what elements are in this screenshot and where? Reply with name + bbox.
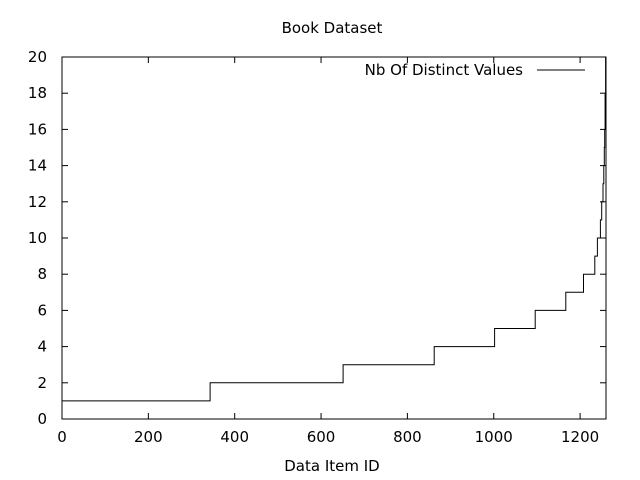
x-tick-label: 1200	[561, 428, 599, 446]
y-tick-label: 12	[28, 193, 47, 211]
y-tick-label: 0	[37, 410, 47, 428]
x-tick-labels: 0 200 400 600 800 1000 1200	[57, 428, 599, 446]
x-tick-label: 200	[134, 428, 163, 446]
axis-ticks	[61, 56, 606, 420]
chart-title: Book Dataset	[282, 19, 383, 37]
legend: Nb Of Distinct Values	[365, 61, 585, 79]
plot-border	[61, 56, 607, 420]
x-tick-label: 0	[57, 428, 67, 446]
series-line	[62, 56, 607, 402]
y-tick-label: 4	[37, 338, 47, 356]
y-tick-label: 2	[37, 374, 47, 392]
y-tick-label: 20	[28, 48, 47, 66]
y-tick-label: 14	[28, 157, 47, 175]
y-tick-label: 18	[28, 84, 47, 102]
x-tick-label: 600	[307, 428, 336, 446]
legend-label: Nb Of Distinct Values	[365, 61, 524, 79]
x-axis-label: Data Item ID	[284, 457, 379, 475]
y-tick-labels: 0 2 4 6 8 10 12 14 16 18 20	[28, 48, 47, 428]
y-tick-label: 16	[28, 120, 47, 138]
x-tick-label: 400	[220, 428, 249, 446]
y-tick-label: 6	[37, 301, 47, 319]
x-tick-label: 1000	[475, 428, 513, 446]
x-tick-label: 800	[393, 428, 422, 446]
y-tick-label: 10	[28, 229, 47, 247]
y-tick-label: 8	[37, 265, 47, 283]
